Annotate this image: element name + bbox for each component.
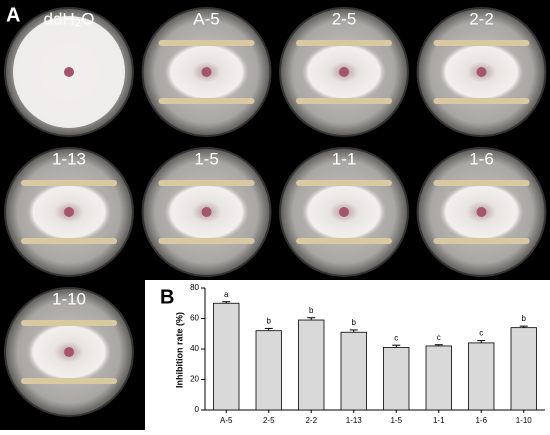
bar: [510, 327, 537, 411]
streak: [433, 98, 530, 104]
streak: [158, 238, 255, 244]
streak: [158, 40, 255, 46]
inoculum: [64, 207, 74, 217]
streak: [21, 238, 117, 244]
plate-label: 1-6: [469, 149, 494, 168]
x-tick-label: 1-5: [390, 416, 402, 425]
streak: [158, 98, 255, 104]
x-tick-label: 1-10: [516, 416, 533, 425]
panel-label: A: [6, 4, 20, 26]
streak: [296, 98, 392, 104]
inoculum: [201, 207, 212, 217]
bar: [468, 342, 495, 411]
x-tick-label: 2-5: [263, 416, 275, 425]
bar: [383, 347, 410, 411]
x-tick-label: 1-6: [475, 416, 487, 425]
inoculum: [64, 67, 74, 77]
y-tick-label: 20: [190, 375, 199, 384]
plate-label: 1-1: [332, 149, 357, 168]
significance-letter: b: [267, 317, 272, 326]
inoculum: [339, 207, 349, 217]
x-tick-label: 1-13: [346, 416, 363, 425]
inoculum: [339, 67, 349, 77]
bar: [425, 345, 452, 411]
x-tick-label: 2-2: [305, 416, 317, 425]
plate-label: 1-10: [52, 289, 86, 308]
streak: [296, 238, 392, 244]
significance-letter: c: [437, 333, 441, 342]
y-tick-label: 0: [195, 405, 200, 414]
plate-label: 2-2: [469, 9, 494, 28]
streak: [21, 180, 117, 186]
significance-letter: c: [394, 333, 398, 342]
bar: [213, 302, 240, 411]
inoculum: [476, 207, 487, 217]
bar: [340, 331, 367, 411]
significance-letter: c: [479, 329, 483, 338]
plate-label: 2-5: [332, 9, 357, 28]
streak: [21, 320, 117, 326]
bar: [255, 330, 282, 411]
significance-letter: a: [224, 290, 229, 299]
significance-letter: b: [352, 318, 357, 327]
streak: [21, 378, 117, 384]
streak: [433, 180, 530, 186]
bar: [298, 319, 325, 411]
inoculum: [476, 67, 487, 77]
significance-letter: b: [309, 306, 314, 315]
y-axis-label: Inhibition rate (%): [174, 312, 184, 388]
streak: [296, 180, 392, 186]
x-tick-label: A-5: [220, 416, 233, 425]
streak: [433, 40, 530, 46]
streak: [158, 180, 255, 186]
x-tick-label: 1-1: [433, 416, 445, 425]
inoculum: [64, 347, 74, 357]
y-tick-label: 80: [190, 283, 199, 292]
plate-label: ddH₂O: [43, 9, 94, 28]
y-tick-label: 60: [190, 314, 199, 323]
inoculum: [201, 67, 212, 77]
plate-label: 1-5: [194, 149, 219, 168]
y-tick-label: 40: [190, 344, 199, 353]
plate-label: A-5: [193, 9, 219, 28]
plate-label: 1-13: [52, 149, 86, 168]
significance-letter: b: [522, 314, 527, 323]
streak: [433, 238, 530, 244]
streak: [296, 40, 392, 46]
panel-label: B: [160, 286, 174, 308]
